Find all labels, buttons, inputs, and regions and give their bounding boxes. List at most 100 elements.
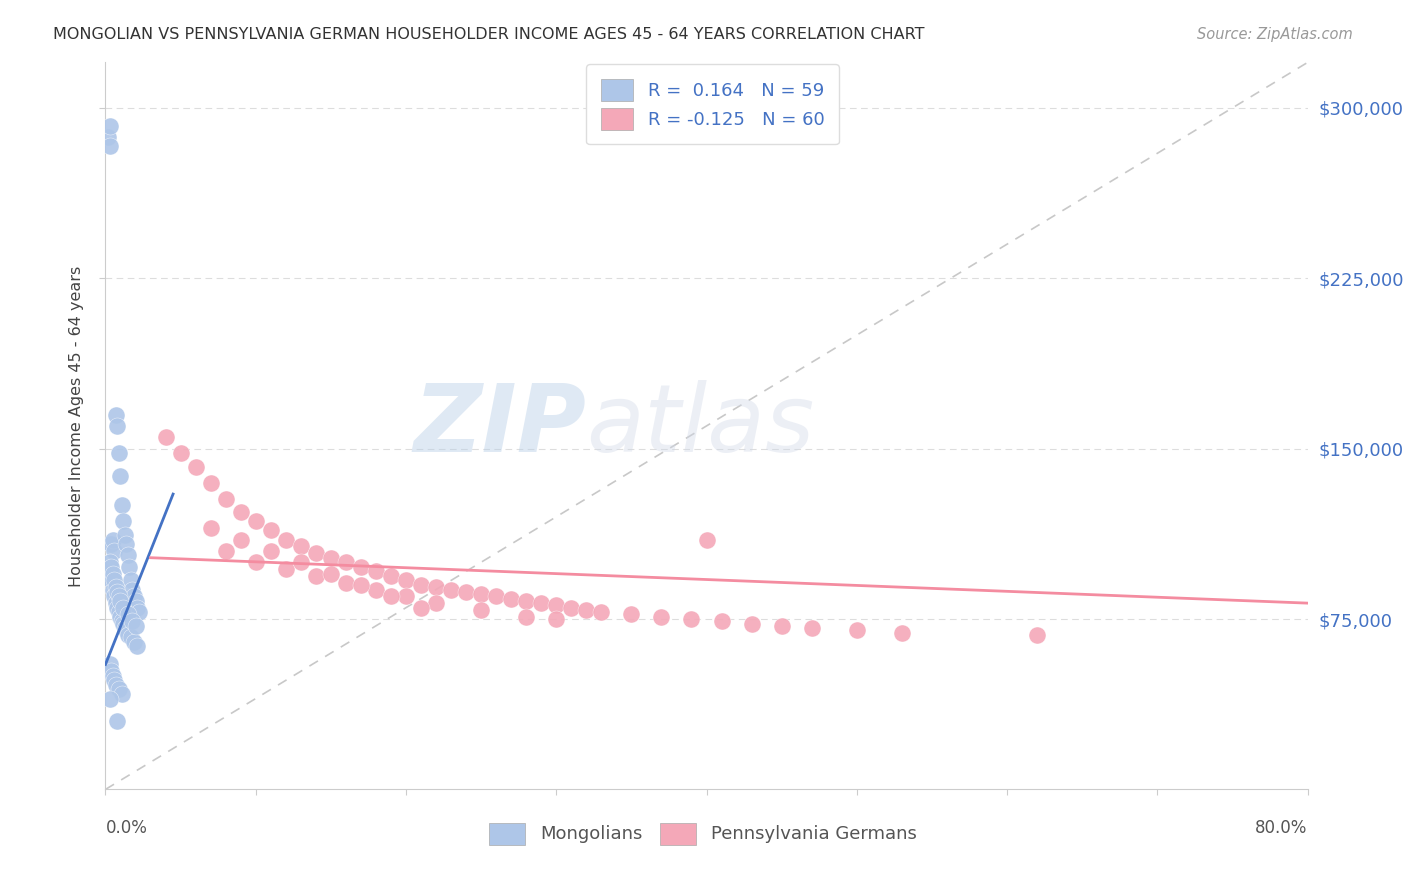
Point	[696, 533, 718, 547]
Point	[111, 499, 134, 513]
Point	[591, 605, 613, 619]
Point	[395, 590, 418, 604]
Point	[560, 600, 582, 615]
Point	[260, 544, 283, 558]
Point	[100, 574, 122, 588]
Point	[229, 533, 252, 547]
Point	[117, 628, 139, 642]
Point	[125, 640, 148, 654]
Point	[100, 559, 122, 574]
Point	[101, 582, 124, 597]
Point	[515, 594, 537, 608]
Point	[380, 590, 402, 604]
Point	[104, 408, 127, 422]
Point	[122, 590, 145, 604]
Point	[112, 616, 135, 631]
Point	[200, 521, 222, 535]
Point	[454, 584, 477, 599]
Point	[100, 537, 122, 551]
Point	[103, 544, 125, 558]
Point	[98, 566, 121, 581]
Point	[440, 582, 463, 597]
Point	[305, 546, 328, 560]
Point	[104, 596, 127, 610]
Point	[117, 607, 139, 622]
Point	[214, 491, 236, 506]
Point	[98, 139, 121, 153]
Text: ZIP: ZIP	[413, 380, 586, 472]
Point	[107, 600, 129, 615]
Point	[122, 634, 145, 648]
Point	[97, 130, 120, 145]
Point	[290, 555, 312, 569]
Point	[425, 580, 447, 594]
Point	[110, 594, 132, 608]
Point	[515, 609, 537, 624]
Point	[98, 657, 121, 672]
Point	[98, 691, 121, 706]
Point	[409, 600, 432, 615]
Legend: Mongolians, Pennsylvania Germans: Mongolians, Pennsylvania Germans	[482, 815, 924, 852]
Point	[108, 682, 131, 697]
Point	[260, 524, 283, 538]
Point	[101, 566, 124, 581]
Point	[350, 559, 373, 574]
Point	[120, 574, 142, 588]
Point	[380, 569, 402, 583]
Legend: R =  0.164   N = 59, R = -0.125   N = 60: R = 0.164 N = 59, R = -0.125 N = 60	[586, 64, 839, 145]
Point	[546, 599, 568, 613]
Point	[125, 600, 148, 615]
Point	[103, 673, 125, 688]
Point	[395, 574, 418, 588]
Point	[350, 578, 373, 592]
Point	[114, 621, 136, 635]
Point	[425, 596, 447, 610]
Point	[546, 612, 568, 626]
Point	[770, 619, 793, 633]
Point	[101, 533, 124, 547]
Point	[470, 587, 492, 601]
Point	[620, 607, 643, 622]
Point	[117, 549, 139, 563]
Point	[245, 514, 267, 528]
Point	[650, 609, 672, 624]
Y-axis label: Householder Income Ages 45 - 64 years: Householder Income Ages 45 - 64 years	[69, 265, 84, 587]
Point	[121, 615, 143, 629]
Point	[104, 580, 127, 594]
Point	[121, 582, 143, 597]
Point	[501, 591, 523, 606]
Point	[114, 528, 136, 542]
Text: 80.0%: 80.0%	[1256, 819, 1308, 837]
Point	[110, 609, 132, 624]
Point	[107, 584, 129, 599]
Text: atlas: atlas	[586, 380, 814, 472]
Point	[305, 569, 328, 583]
Point	[214, 544, 236, 558]
Point	[112, 600, 135, 615]
Text: MONGOLIAN VS PENNSYLVANIA GERMAN HOUSEHOLDER INCOME AGES 45 - 64 YEARS CORRELATI: MONGOLIAN VS PENNSYLVANIA GERMAN HOUSEHO…	[53, 27, 925, 42]
Point	[118, 559, 141, 574]
Point	[335, 575, 357, 590]
Point	[111, 687, 134, 701]
Point	[155, 430, 177, 444]
Point	[124, 619, 146, 633]
Point	[100, 665, 122, 679]
Point	[470, 603, 492, 617]
Text: 0.0%: 0.0%	[105, 819, 148, 837]
Text: Source: ZipAtlas.com: Source: ZipAtlas.com	[1197, 27, 1353, 42]
Point	[409, 578, 432, 592]
Point	[110, 469, 132, 483]
Point	[169, 446, 191, 460]
Point	[575, 603, 598, 617]
Point	[845, 624, 868, 638]
Point	[107, 419, 129, 434]
Point	[200, 475, 222, 490]
Point	[319, 550, 342, 565]
Point	[681, 612, 703, 626]
Point	[710, 615, 733, 629]
Point	[108, 590, 131, 604]
Point	[274, 562, 297, 576]
Point	[98, 555, 121, 569]
Point	[124, 594, 146, 608]
Point	[115, 624, 138, 638]
